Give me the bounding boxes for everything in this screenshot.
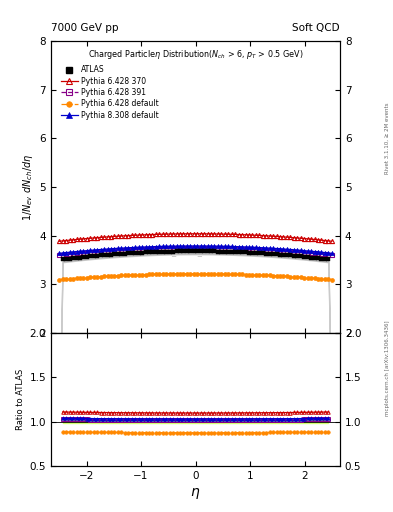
Pythia 6.428 370 (226, 231, 231, 237)
Text: ATLAS_2010_S8918562: ATLAS_2010_S8918562 (146, 247, 245, 256)
Pythia 8.308 default (222, 243, 227, 249)
Pythia 6.428 370 (236, 231, 241, 238)
Pythia 8.308 default (178, 243, 182, 249)
Pythia 6.428 370 (57, 238, 62, 244)
Pythia 6.428 370 (247, 232, 252, 238)
Line: ATLAS: ATLAS (57, 249, 334, 433)
Pythia 6.428 default (222, 271, 227, 277)
Text: 7000 GeV pp: 7000 GeV pp (51, 23, 119, 33)
Pythia 8.308 default (302, 248, 307, 254)
ATLAS (247, 249, 252, 255)
Text: Rivet 3.1.10, ≥ 2M events: Rivet 3.1.10, ≥ 2M events (385, 102, 389, 174)
Pythia 6.428 default (191, 271, 196, 277)
Y-axis label: $1/N_{ev}\ dN_{ch}/d\eta$: $1/N_{ev}\ dN_{ch}/d\eta$ (22, 153, 35, 221)
ATLAS (178, 248, 182, 254)
Pythia 6.428 391 (178, 245, 182, 251)
Pythia 6.428 default (302, 274, 307, 281)
Pythia 6.428 391 (329, 252, 334, 258)
Text: Soft QCD: Soft QCD (292, 23, 340, 33)
ATLAS (57, 428, 62, 434)
Line: Pythia 6.428 391: Pythia 6.428 391 (57, 246, 334, 257)
Line: Pythia 8.308 default: Pythia 8.308 default (57, 244, 334, 255)
Pythia 6.428 370 (302, 236, 307, 242)
Pythia 8.308 default (247, 244, 252, 250)
Pythia 8.308 default (236, 244, 241, 250)
Line: Pythia 6.428 370: Pythia 6.428 370 (57, 232, 334, 243)
Pythia 6.428 391 (247, 246, 252, 252)
Pythia 6.428 default (247, 271, 252, 278)
Pythia 6.428 default (57, 276, 62, 283)
Pythia 6.428 391 (57, 252, 62, 258)
ATLAS (236, 249, 241, 255)
Pythia 6.428 391 (302, 249, 307, 255)
Pythia 8.308 default (57, 250, 62, 257)
Pythia 6.428 370 (222, 231, 227, 237)
Pythia 8.308 default (329, 250, 334, 257)
Pythia 6.428 391 (236, 246, 241, 252)
Pythia 6.428 370 (191, 231, 196, 237)
Pythia 6.428 391 (222, 245, 227, 251)
Text: Charged Particle$\eta$ Distribution($N_{ch}$ > 6, $p_{T}$ > 0.5 GeV): Charged Particle$\eta$ Distribution($N_{… (88, 48, 303, 61)
Text: mcplots.cern.ch [arXiv:1306.3436]: mcplots.cern.ch [arXiv:1306.3436] (385, 321, 389, 416)
Pythia 6.428 default (329, 276, 334, 283)
Pythia 6.428 370 (329, 238, 334, 244)
Pythia 6.428 370 (178, 231, 182, 237)
Pythia 8.308 default (226, 243, 231, 249)
X-axis label: $\eta$: $\eta$ (190, 486, 201, 501)
Pythia 6.428 default (236, 271, 241, 278)
ATLAS (222, 249, 227, 255)
Pythia 6.428 default (178, 271, 182, 277)
ATLAS (302, 254, 307, 260)
Y-axis label: Ratio to ATLAS: Ratio to ATLAS (17, 369, 26, 430)
ATLAS (191, 248, 196, 254)
Pythia 6.428 391 (226, 245, 231, 251)
Pythia 6.428 391 (191, 245, 196, 251)
ATLAS (226, 249, 231, 255)
Legend: ATLAS, Pythia 6.428 370, Pythia 6.428 391, Pythia 6.428 default, Pythia 8.308 de: ATLAS, Pythia 6.428 370, Pythia 6.428 39… (58, 62, 162, 122)
Line: Pythia 6.428 default: Pythia 6.428 default (57, 272, 334, 282)
ATLAS (329, 428, 334, 434)
Pythia 6.428 default (226, 271, 231, 277)
Pythia 8.308 default (191, 243, 196, 249)
